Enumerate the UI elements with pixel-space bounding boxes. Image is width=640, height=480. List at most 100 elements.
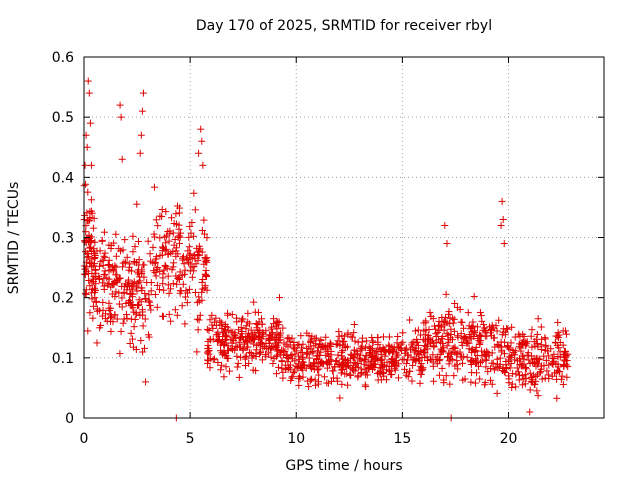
data-point bbox=[380, 372, 388, 380]
data-point bbox=[220, 328, 228, 336]
data-point bbox=[519, 362, 527, 370]
data-point bbox=[186, 260, 194, 268]
data-point bbox=[487, 326, 495, 334]
data-point bbox=[379, 333, 387, 341]
data-point bbox=[448, 336, 456, 344]
data-point bbox=[130, 257, 138, 265]
data-point bbox=[85, 259, 93, 267]
data-point bbox=[540, 362, 548, 370]
data-point bbox=[562, 330, 570, 338]
data-point bbox=[118, 294, 126, 302]
data-point bbox=[269, 360, 277, 368]
data-point bbox=[162, 239, 170, 247]
data-point bbox=[368, 366, 376, 374]
data-point bbox=[209, 356, 217, 364]
data-point bbox=[442, 290, 450, 298]
data-point bbox=[457, 330, 465, 338]
data-point bbox=[232, 342, 240, 350]
data-point bbox=[141, 315, 149, 323]
data-point bbox=[363, 337, 371, 345]
data-point bbox=[152, 255, 160, 263]
data-point bbox=[266, 336, 274, 344]
data-point bbox=[149, 243, 157, 251]
data-point bbox=[527, 377, 535, 385]
data-point bbox=[129, 343, 137, 351]
y-tick-label: 0.6 bbox=[52, 50, 74, 66]
data-point bbox=[115, 245, 123, 253]
data-point bbox=[308, 364, 316, 372]
data-point bbox=[439, 347, 447, 355]
data-point bbox=[508, 380, 516, 388]
data-point bbox=[118, 303, 126, 311]
data-point bbox=[139, 311, 147, 319]
data-point bbox=[222, 335, 230, 343]
data-point bbox=[125, 276, 133, 284]
data-point bbox=[488, 359, 496, 367]
data-point bbox=[317, 359, 325, 367]
data-point bbox=[116, 350, 124, 358]
data-point bbox=[86, 208, 94, 216]
data-point bbox=[115, 300, 123, 308]
data-point bbox=[554, 363, 562, 371]
data-point bbox=[100, 274, 108, 282]
data-point bbox=[363, 361, 371, 369]
data-point bbox=[522, 365, 530, 373]
data-point bbox=[274, 347, 282, 355]
data-point bbox=[547, 345, 555, 353]
data-point bbox=[549, 361, 557, 369]
data-point bbox=[404, 373, 412, 381]
data-point bbox=[528, 326, 536, 334]
data-point bbox=[181, 293, 189, 301]
data-point bbox=[439, 339, 447, 347]
data-point bbox=[256, 348, 264, 356]
data-point bbox=[307, 348, 315, 356]
data-point bbox=[350, 321, 358, 329]
data-point bbox=[370, 360, 378, 368]
data-point bbox=[278, 358, 286, 366]
data-point bbox=[311, 376, 319, 384]
data-point bbox=[237, 343, 245, 351]
data-point bbox=[202, 267, 210, 275]
data-point bbox=[488, 321, 496, 329]
data-point bbox=[421, 335, 429, 343]
data-point bbox=[85, 276, 93, 284]
data-point bbox=[237, 324, 245, 332]
data-point bbox=[144, 237, 152, 245]
data-point bbox=[442, 372, 450, 380]
data-point bbox=[156, 286, 164, 294]
data-point bbox=[144, 331, 152, 339]
data-point bbox=[116, 101, 124, 109]
data-point bbox=[90, 214, 98, 222]
data-point bbox=[501, 369, 509, 377]
data-point bbox=[406, 367, 414, 375]
data-point bbox=[164, 250, 172, 258]
data-point bbox=[387, 357, 395, 365]
data-point bbox=[186, 267, 194, 275]
data-point bbox=[151, 268, 159, 276]
data-point bbox=[377, 351, 385, 359]
data-point bbox=[521, 371, 529, 379]
data-point bbox=[259, 330, 267, 338]
data-point bbox=[220, 340, 228, 348]
data-point bbox=[167, 285, 175, 293]
data-point bbox=[186, 223, 194, 231]
data-point bbox=[505, 375, 513, 383]
data-point bbox=[471, 327, 479, 335]
x-axis-label: GPS time / hours bbox=[285, 458, 402, 474]
data-point bbox=[242, 362, 250, 370]
data-point bbox=[275, 294, 283, 302]
data-point bbox=[315, 365, 323, 373]
data-point bbox=[206, 336, 214, 344]
data-point bbox=[84, 327, 92, 335]
data-point bbox=[158, 312, 166, 320]
data-point bbox=[385, 333, 393, 341]
data-point bbox=[206, 316, 214, 324]
data-point bbox=[154, 263, 162, 271]
data-point bbox=[171, 235, 179, 243]
data-point bbox=[352, 363, 360, 371]
data-point bbox=[374, 340, 382, 348]
data-point bbox=[500, 240, 508, 248]
data-point bbox=[399, 329, 407, 337]
data-point bbox=[204, 341, 212, 349]
data-point bbox=[193, 348, 201, 356]
